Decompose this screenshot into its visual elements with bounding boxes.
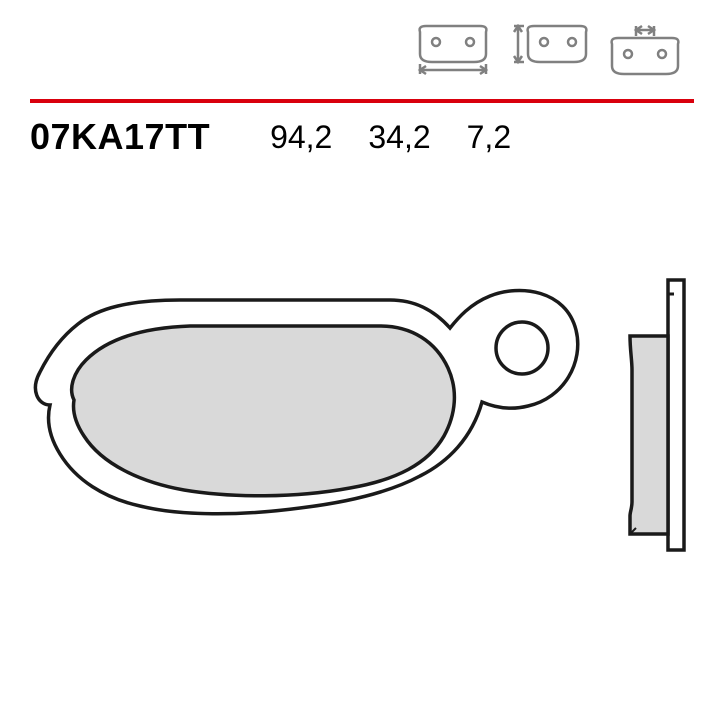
side-view [630,280,684,550]
spec-row: 07KA17TT 94,2 34,2 7,2 [30,112,694,162]
dim-thickness-value: 7,2 [467,119,511,156]
dimensions-group: 94,2 34,2 7,2 [270,119,511,156]
dim-height-value: 34,2 [368,119,430,156]
technical-drawing [20,210,704,640]
friction-pad [72,326,455,496]
dim-length-value: 94,2 [270,119,332,156]
separator-redline [30,90,694,94]
dim-thickness-icon [606,24,684,84]
front-view [35,290,577,513]
side-friction [630,336,668,534]
dimension-icon-row [0,24,724,84]
dim-height-icon [510,24,588,84]
dim-length-icon [414,24,492,84]
side-backing [668,280,684,550]
spec-sheet: 07KA17TT 94,2 34,2 7,2 [0,0,724,724]
mount-hole [496,322,548,374]
part-code: 07KA17TT [30,116,210,158]
